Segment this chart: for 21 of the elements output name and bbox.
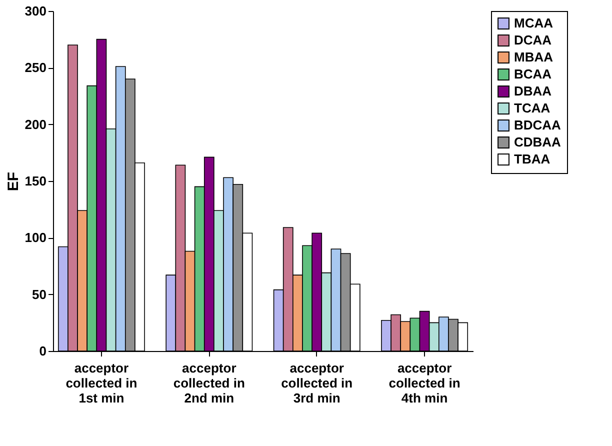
y-axis-title: EF — [4, 172, 22, 192]
y-tick-label: 200 — [24, 116, 46, 132]
y-tick-label: 0 — [39, 344, 46, 358]
legend-label: BCAA — [514, 66, 552, 82]
legend-label: TBAA — [514, 152, 551, 166]
legend-label: MCAA — [514, 16, 554, 30]
y-tick-label: 50 — [32, 286, 46, 302]
x-tick-label: acceptor collected in 4th min — [388, 360, 460, 406]
x-tick-label: acceptor collected in 1st min — [66, 360, 138, 406]
legend-label: MBAA — [514, 50, 554, 64]
y-tick-label: 300 — [24, 4, 46, 18]
y-tick-label: 150 — [24, 174, 46, 188]
y-tick-label: 100 — [24, 230, 46, 246]
x-tick-label: acceptor collected in 3rd min — [281, 360, 353, 406]
legend-label: DCAA — [514, 32, 552, 48]
legend-label: TCAA — [514, 100, 551, 116]
legend-label: CDBAA — [514, 134, 562, 150]
legend-label: BDCAA — [514, 118, 562, 132]
legend-label: DBAA — [514, 84, 552, 98]
x-tick-label: acceptor collected in 2nd min — [173, 360, 245, 406]
y-tick-label: 250 — [24, 60, 46, 76]
